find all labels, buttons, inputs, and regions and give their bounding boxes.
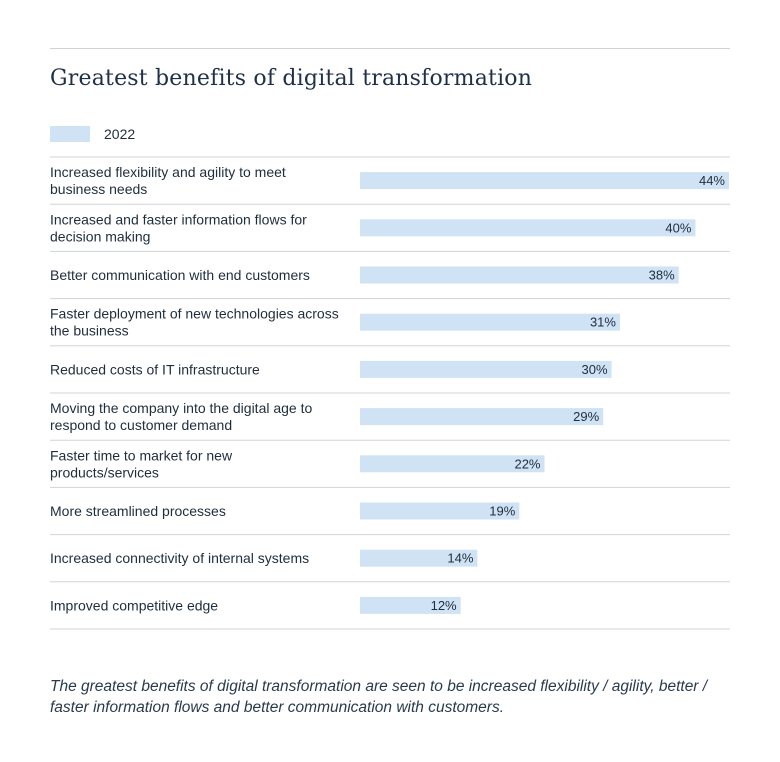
value-label: 12% <box>431 598 457 613</box>
value-label: 38% <box>649 268 675 283</box>
category-label: Reduced costs of IT infrastructure <box>50 361 260 377</box>
legend-swatch <box>50 126 90 142</box>
value-label: 30% <box>582 362 608 377</box>
category-label: Increased flexibility and agility to mee… <box>50 164 286 197</box>
bar <box>360 172 729 190</box>
bar <box>360 360 612 378</box>
value-label: 40% <box>665 220 691 235</box>
category-label: Faster time to market for new products/se… <box>50 447 233 480</box>
category-label: Increased connectivity of internal syste… <box>50 550 309 566</box>
value-label: 29% <box>573 409 599 424</box>
legend: 2022 <box>50 124 135 144</box>
bar <box>360 596 461 614</box>
value-label: 44% <box>699 173 725 188</box>
value-label: 31% <box>590 315 616 330</box>
chart-title: Greatest benefits of digital transformat… <box>50 66 533 91</box>
bar <box>360 408 604 426</box>
value-label: 19% <box>489 504 515 519</box>
bar <box>360 549 478 567</box>
bar <box>360 266 679 284</box>
legend-label: 2022 <box>104 126 136 142</box>
caption: The greatest benefits of digital transfo… <box>50 678 708 716</box>
category-label: More streamlined processes <box>50 503 226 519</box>
category-label: Moving the company into the digital age … <box>50 400 312 433</box>
value-label: 22% <box>514 456 540 471</box>
bar <box>360 502 520 520</box>
bar <box>360 219 696 237</box>
category-label: Faster deployment of new technologies ac… <box>50 306 339 339</box>
top-rule <box>50 48 730 49</box>
bar <box>360 313 620 331</box>
category-label: Better communication with end customers <box>50 267 310 283</box>
value-label: 14% <box>447 551 473 566</box>
bar <box>360 455 545 473</box>
category-label: Improved competitive edge <box>50 597 218 613</box>
category-label: Increased and faster information flows f… <box>50 211 307 244</box>
